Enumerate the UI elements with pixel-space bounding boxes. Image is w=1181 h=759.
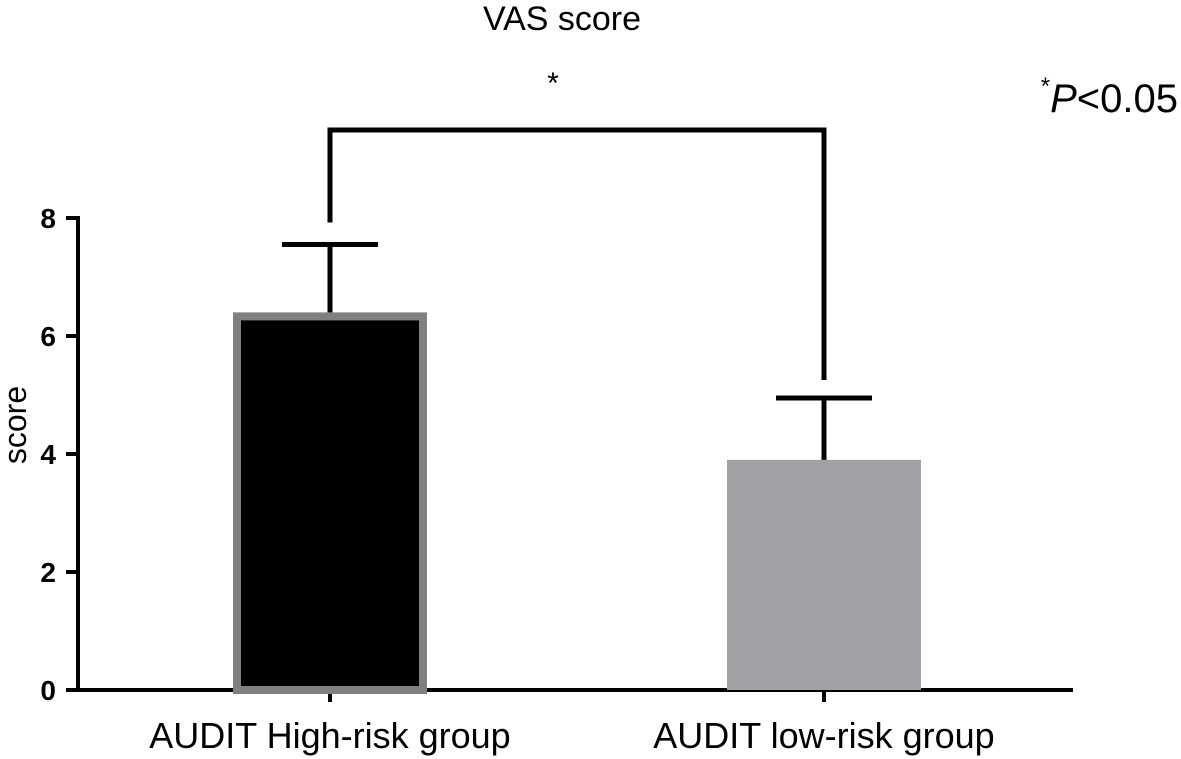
y-tick-label: 2	[40, 557, 56, 588]
y-tick-label: 6	[40, 321, 56, 352]
y-tick-label: 0	[40, 675, 56, 706]
x-tick-label: AUDIT High-risk group	[149, 715, 510, 756]
significance-star: *	[547, 67, 559, 100]
axes: 0 2 4 6 8 AUDIT High-risk group AUDIT low-risk…	[40, 203, 1073, 756]
p-note-threshold: <0.05	[1077, 77, 1178, 121]
significance-bracket	[327, 127, 827, 380]
significance-annotation: *	[327, 67, 827, 380]
p-note-star: *	[1041, 73, 1050, 100]
bars	[233, 312, 921, 694]
y-tick-label: 8	[40, 203, 56, 234]
error-bars	[282, 242, 872, 460]
chart-title: VAS score	[483, 0, 641, 38]
p-value-note: *P<0.05	[1041, 73, 1178, 121]
y-axis-label: score	[0, 386, 33, 464]
y-tick-label: 4	[40, 439, 56, 470]
x-tick-label: AUDIT low-risk group	[653, 715, 994, 756]
p-note-p: P	[1050, 77, 1077, 121]
bar	[233, 312, 427, 694]
bar	[727, 459, 921, 690]
